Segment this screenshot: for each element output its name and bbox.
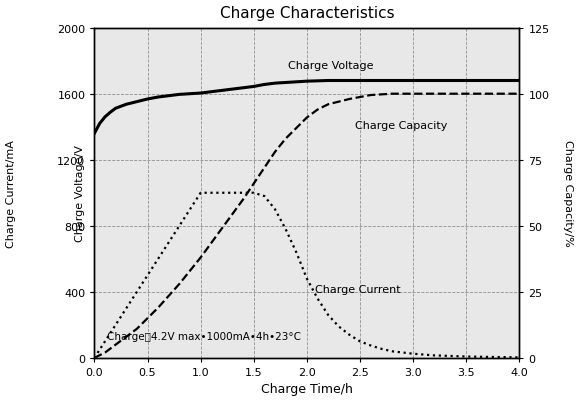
Text: Charge Capacity: Charge Capacity xyxy=(355,121,447,131)
X-axis label: Charge Time/h: Charge Time/h xyxy=(261,383,353,395)
Y-axis label: Charge Voltage/V: Charge Voltage/V xyxy=(75,145,85,241)
Y-axis label: Charge Current/mA: Charge Current/mA xyxy=(6,140,16,247)
Title: Charge Characteristics: Charge Characteristics xyxy=(219,6,394,20)
Text: Charge Voltage: Charge Voltage xyxy=(288,61,373,71)
Y-axis label: Charge Capacity/%: Charge Capacity/% xyxy=(563,140,573,247)
Text: Charge：4.2V max•1000mA•4h•23°C: Charge：4.2V max•1000mA•4h•23°C xyxy=(107,332,301,342)
Text: Charge Current: Charge Current xyxy=(316,284,401,294)
